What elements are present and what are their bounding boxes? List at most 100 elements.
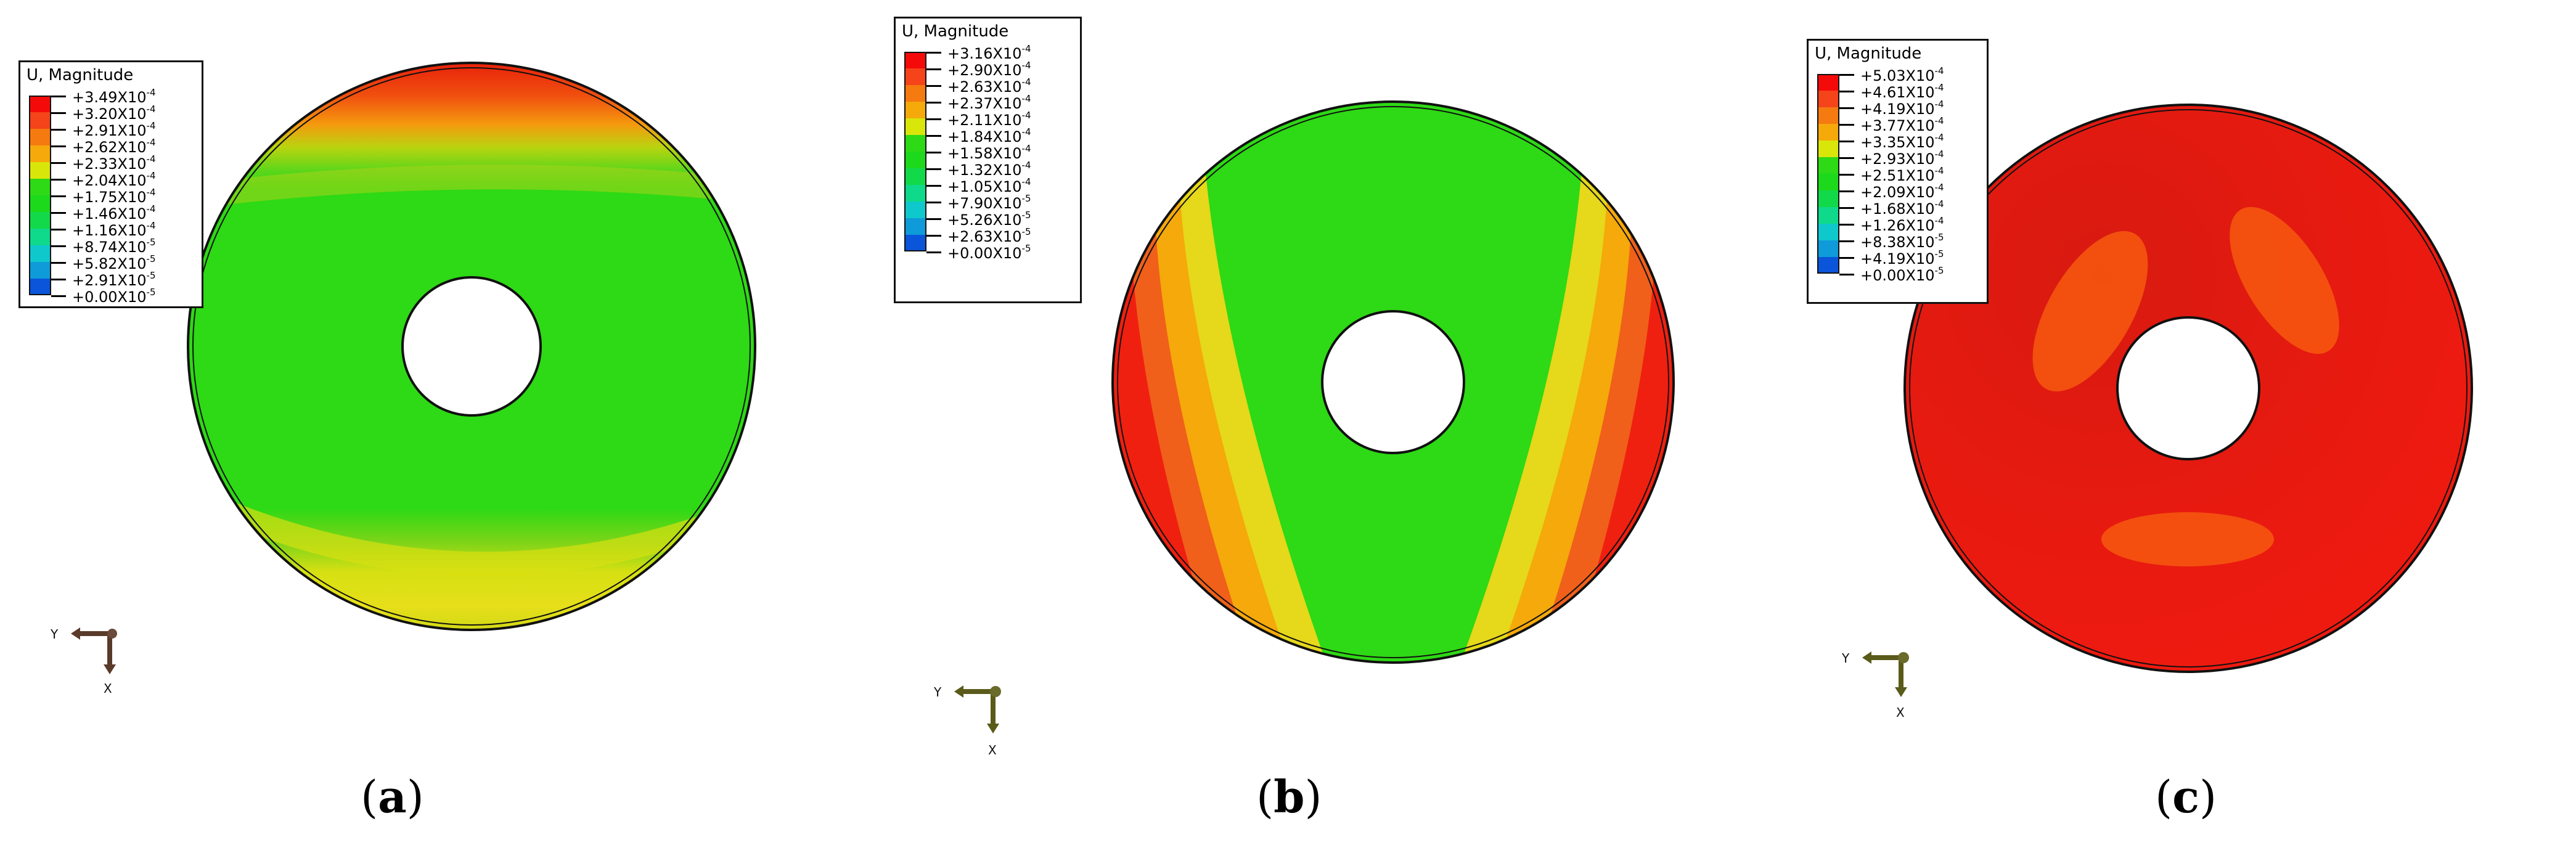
legend-b: U, Magnitude +3.16X10-4 +2.90X10-4 +2.63X1… xyxy=(894,17,1082,303)
axis-label-x-a: X xyxy=(104,681,112,696)
legend-swatch xyxy=(904,52,926,68)
legend-swatch xyxy=(904,118,926,135)
legend-swatch xyxy=(904,135,926,152)
legend-value: +7.90X10-5 xyxy=(947,193,1031,212)
legend-value: +2.51X10-4 xyxy=(1860,165,1944,184)
disc-contour-map-c xyxy=(1903,104,2473,673)
axis-triad-a: Y X xyxy=(50,627,117,696)
legend-tick xyxy=(926,102,941,104)
panel-a: U, Magnitude +3.49X10-4 +3.20X10-4 +2.91X1… xyxy=(0,0,859,845)
legend-value: +2.63X10-5 xyxy=(947,226,1031,245)
legend-value: +1.05X10-4 xyxy=(947,176,1031,195)
legend-swatch xyxy=(904,68,926,85)
legend-value: +1.75X10-4 xyxy=(72,187,156,206)
legend-tick xyxy=(51,96,66,97)
legend-tick xyxy=(1839,157,1854,159)
legend-title-c: U, Magnitude xyxy=(1815,44,1922,63)
axis-label-x-c: X xyxy=(1896,705,1905,720)
legend-swatch xyxy=(29,129,51,145)
legend-swatch xyxy=(29,229,51,245)
legend-value: +8.38X10-5 xyxy=(1860,232,1944,251)
legend-tick xyxy=(51,212,66,214)
legend-value: +1.26X10-4 xyxy=(1860,215,1944,234)
legend-tick xyxy=(51,279,66,280)
legend-value: +2.11X10-4 xyxy=(947,110,1031,129)
legend-value: +4.19X10-4 xyxy=(1860,99,1944,118)
legend-tick xyxy=(1839,207,1854,209)
legend-value: +1.58X10-4 xyxy=(947,143,1031,162)
legend-value: +5.26X10-5 xyxy=(947,210,1031,229)
legend-value: +2.37X10-4 xyxy=(947,93,1031,112)
caption-a: (a) xyxy=(361,770,424,823)
axis-label-y-c: Y xyxy=(1841,651,1850,666)
legend-tick xyxy=(1839,74,1854,76)
legend-tick xyxy=(926,52,941,54)
legend-swatch xyxy=(1817,257,1839,274)
axis-triad-b: Y X xyxy=(933,685,1001,757)
legend-value: +2.93X10-4 xyxy=(1860,149,1944,168)
legend-value: +8.74X10-5 xyxy=(72,237,156,256)
legend-tick xyxy=(926,185,941,187)
legend-tick xyxy=(1839,274,1854,276)
legend-swatch xyxy=(1817,174,1839,190)
caption-c: (c) xyxy=(2155,770,2217,823)
legend-tick xyxy=(926,218,941,220)
legend-title-b: U, Magnitude xyxy=(902,22,1009,41)
legend-value: +0.00X10-5 xyxy=(72,287,156,306)
disc-contour-map-a xyxy=(187,62,756,631)
legend-value: +3.16X10-4 xyxy=(947,43,1031,62)
legend-swatch xyxy=(29,162,51,179)
panel-c: U, Magnitude +5.03X10-4 +4.61X10-4 +4.19X1… xyxy=(1717,0,2576,845)
legend-tick xyxy=(51,162,66,164)
legend-tick xyxy=(1839,190,1854,192)
legend-tick xyxy=(1839,107,1854,109)
legend-tick xyxy=(51,145,66,147)
legend-swatch xyxy=(904,168,926,185)
legend-swatch xyxy=(29,262,51,279)
legend-value: +0.00X10-5 xyxy=(947,243,1031,262)
legend-tick xyxy=(1839,141,1854,142)
caption-letter-b: b xyxy=(1274,770,1305,823)
legend-swatch xyxy=(1817,124,1839,141)
legend-tick xyxy=(1839,224,1854,226)
legend-swatch xyxy=(1817,240,1839,257)
legend-tick xyxy=(1839,124,1854,126)
legend-value: +2.33X10-4 xyxy=(72,153,156,173)
legend-swatch xyxy=(904,218,926,235)
legend-swatch xyxy=(904,85,926,102)
disc-contour-map-b xyxy=(1111,100,1675,664)
legend-value: +3.20X10-4 xyxy=(72,104,156,123)
legend-value: +4.19X10-5 xyxy=(1860,248,1944,267)
legend-swatch xyxy=(29,245,51,262)
legend-tick xyxy=(51,245,66,247)
legend-a: U, Magnitude +3.49X10-4 +3.20X10-4 +2.91X1… xyxy=(18,60,203,308)
center-hole-b xyxy=(1321,310,1465,454)
legend-c: U, Magnitude +5.03X10-4 +4.61X10-4 +4.19X1… xyxy=(1807,39,1989,304)
legend-value: +3.35X10-4 xyxy=(1860,132,1944,151)
legend-tick xyxy=(926,68,941,70)
legend-value: +5.82X10-5 xyxy=(72,253,156,272)
legend-value: +2.63X10-4 xyxy=(947,76,1031,96)
legend-value: +5.03X10-4 xyxy=(1860,65,1944,84)
legend-value: +2.09X10-4 xyxy=(1860,182,1944,201)
legend-tick xyxy=(51,229,66,231)
legend-swatch xyxy=(1817,207,1839,224)
legend-swatch xyxy=(29,279,51,295)
axis-label-y-b: Y xyxy=(933,685,942,700)
legend-tick xyxy=(1839,257,1854,259)
legend-swatch xyxy=(29,179,51,195)
legend-swatch xyxy=(1817,74,1839,91)
legend-value: +2.04X10-4 xyxy=(72,170,156,189)
legend-swatch xyxy=(29,195,51,212)
legend-swatch xyxy=(29,96,51,112)
axis-label-y-a: Y xyxy=(50,627,59,642)
legend-swatch xyxy=(1817,157,1839,174)
legend-tick xyxy=(926,135,941,137)
legend-swatch xyxy=(1817,190,1839,207)
legend-tick xyxy=(926,202,941,203)
legend-value: +2.91X10-4 xyxy=(72,120,156,139)
caption-b: (b) xyxy=(1256,770,1322,823)
legend-value: +3.77X10-4 xyxy=(1860,115,1944,134)
legend-value: +1.32X10-4 xyxy=(947,160,1031,179)
center-hole-a xyxy=(401,276,542,417)
